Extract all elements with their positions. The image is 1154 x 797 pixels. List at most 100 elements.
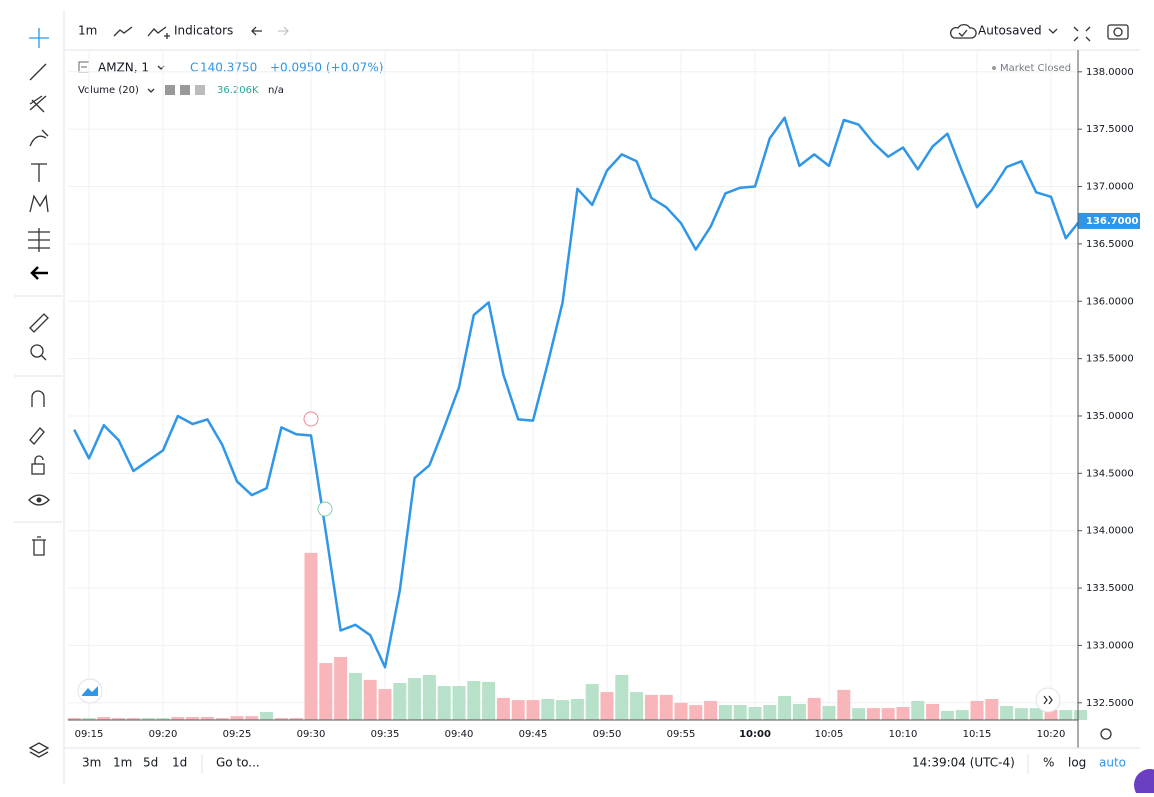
autosaved-button[interactable]: Autosaved (978, 24, 1042, 38)
volume-value: 36.206K (217, 85, 259, 96)
volume-label: Volume (20) (78, 85, 139, 96)
auto-button[interactable]: auto (1099, 756, 1126, 770)
volume-bar (940, 710, 954, 720)
y-tick-label: 136.0000 (1086, 296, 1134, 307)
forecast-tool[interactable] (28, 228, 50, 252)
crosshair[interactable] (29, 28, 49, 48)
magnet[interactable] (31, 390, 45, 407)
volume-bar (733, 705, 747, 720)
change-value: +0.0950 (+0.07%) (270, 61, 383, 75)
scroll-right[interactable] (1035, 687, 1061, 713)
logo-mark (82, 686, 98, 696)
volume-bar (659, 694, 673, 720)
fib-tool[interactable] (29, 95, 47, 113)
volume-bar (112, 718, 126, 720)
pattern-tool[interactable] (29, 194, 49, 213)
volume-close[interactable] (195, 85, 205, 95)
volume-bar (334, 657, 348, 720)
unlock[interactable] (31, 455, 45, 475)
y-tick-label: 135.5000 (1086, 354, 1134, 365)
volume-bar (704, 700, 718, 720)
volume-bar (186, 716, 200, 720)
x-tick-label: 09:40 (445, 729, 474, 740)
volume-bar (718, 705, 732, 720)
chart-type-button[interactable] (113, 26, 133, 37)
y-tick-label: 134.0000 (1086, 526, 1134, 537)
dividend-marker[interactable] (303, 411, 319, 427)
volume-bar (289, 718, 303, 720)
volume-bar (378, 689, 392, 720)
volume-bar (408, 678, 422, 720)
text-tool[interactable] (31, 163, 47, 182)
y-tick-label: 133.5000 (1086, 583, 1134, 594)
back-arrow[interactable] (30, 266, 48, 280)
interval-button[interactable]: 1m (78, 24, 97, 38)
x-tick-label: 09:55 (667, 729, 696, 740)
log-button[interactable]: log (1068, 756, 1086, 770)
lock-drawing[interactable] (29, 427, 45, 445)
last-price-badge (1078, 212, 1140, 229)
range-button[interactable]: 1d (172, 756, 187, 770)
visibility[interactable] (28, 494, 50, 506)
volume-settings-2[interactable] (180, 85, 190, 95)
axis-settings[interactable] (1100, 728, 1112, 740)
brush[interactable] (29, 129, 49, 147)
y-tick-label: 133.0000 (1086, 640, 1134, 651)
volume-bar (126, 718, 140, 720)
indicators-button[interactable]: Indicators (174, 24, 233, 38)
trend-line[interactable] (29, 63, 47, 81)
ruler[interactable] (29, 313, 49, 333)
status-dot (992, 66, 996, 70)
volume-bar (644, 694, 658, 720)
undo[interactable] (251, 26, 262, 36)
range-button[interactable]: 5d (143, 756, 158, 770)
volume-settings[interactable] (165, 85, 175, 95)
volume-bar (97, 716, 111, 720)
x-tick-label: 09:15 (75, 729, 104, 740)
fullscreen[interactable] (1073, 26, 1091, 42)
volume-bar (541, 699, 555, 720)
x-tick-label: 09:20 (149, 729, 178, 740)
trash[interactable] (32, 536, 46, 556)
volume-bar (970, 700, 984, 720)
volume-bar (482, 681, 496, 720)
volume-bar (792, 703, 806, 720)
dropdown-arrow[interactable] (1048, 28, 1058, 34)
y-tick-label: 137.5000 (1086, 124, 1134, 135)
y-tick-label: 136.5000 (1086, 239, 1134, 250)
market-status: Market Closed (1000, 63, 1071, 74)
volume-bar (156, 718, 170, 720)
volume-bar (1074, 710, 1088, 720)
volume-bar (896, 707, 910, 720)
volume-bar (260, 711, 274, 720)
chat-bubble[interactable] (1134, 769, 1154, 797)
x-tick-label: 10:10 (889, 729, 918, 740)
volume-bar (215, 718, 229, 720)
volume-bar (778, 695, 792, 720)
redo[interactable] (278, 26, 289, 36)
volume-bar (689, 705, 703, 720)
range-button[interactable]: 1m (113, 756, 132, 770)
volume-bar (881, 708, 895, 720)
snapshot[interactable] (1107, 24, 1129, 40)
volume-bar (1059, 710, 1073, 720)
volume-bar (556, 700, 570, 720)
zoom[interactable] (30, 344, 47, 361)
range-button[interactable]: 3m (82, 756, 101, 770)
volume-bar (852, 708, 866, 720)
volume-bar (807, 697, 821, 720)
y-tick-label: 134.5000 (1086, 468, 1134, 479)
indicators-icon[interactable] (147, 26, 170, 39)
volume-bar (348, 673, 362, 720)
volume-bar (1044, 710, 1058, 720)
volume-bar (600, 692, 614, 720)
goto-button[interactable]: Go to... (216, 756, 260, 770)
volume-bar (82, 718, 96, 720)
volume-dropdown[interactable] (147, 88, 155, 93)
percent-button[interactable]: % (1043, 756, 1054, 770)
split-marker[interactable] (317, 501, 333, 517)
layers[interactable] (28, 742, 50, 758)
volume-bar (674, 702, 688, 720)
volume-bar (822, 705, 836, 720)
